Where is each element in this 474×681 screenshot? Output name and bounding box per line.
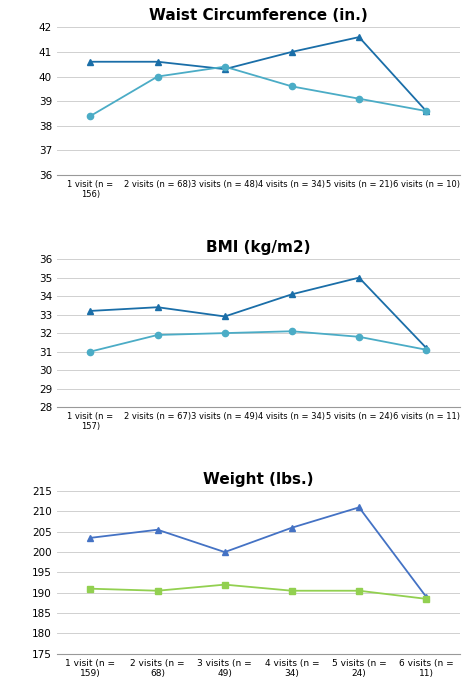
Title: Weight (lbs.): Weight (lbs.) bbox=[203, 472, 314, 487]
Title: Waist Circumference (in.): Waist Circumference (in.) bbox=[149, 8, 368, 23]
Title: BMI (kg/m2): BMI (kg/m2) bbox=[206, 240, 310, 255]
